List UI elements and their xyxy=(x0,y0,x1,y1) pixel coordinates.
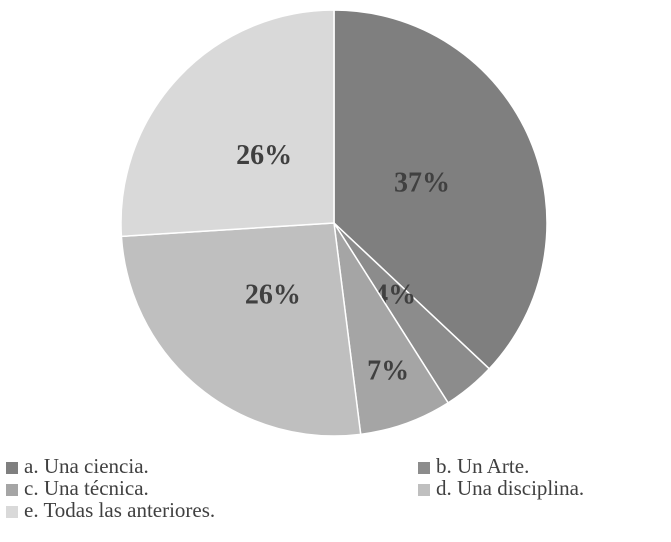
legend-label: a. Una ciencia. xyxy=(24,454,149,478)
pie-slice xyxy=(120,9,335,238)
legend-label: c. Una técnica. xyxy=(24,476,149,500)
legend-swatch xyxy=(6,506,18,518)
legend-label: b. Un Arte. xyxy=(436,454,529,478)
data-label: 37% xyxy=(394,167,450,198)
data-label: 26% xyxy=(236,140,292,171)
legend-swatch xyxy=(418,484,430,496)
legend-swatch xyxy=(6,462,18,474)
legend-label: d. Una disciplina. xyxy=(436,476,584,500)
pie-slice xyxy=(120,222,362,437)
legend-label: e. Todas las anteriores. xyxy=(24,498,215,522)
pie-slice xyxy=(333,9,548,370)
data-label: 26% xyxy=(245,279,301,310)
legend-swatch xyxy=(6,484,18,496)
legend-swatch xyxy=(418,462,430,474)
data-label: 7% xyxy=(367,356,409,387)
